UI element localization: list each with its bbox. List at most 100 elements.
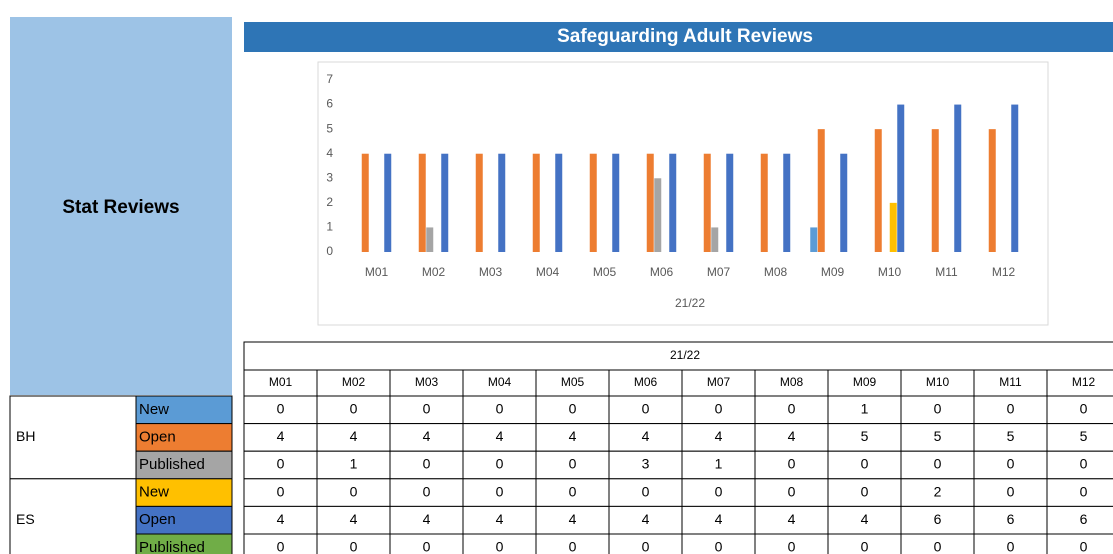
cell-value: 0	[277, 456, 285, 472]
y-tick-label: 6	[326, 97, 333, 111]
bar	[840, 153, 848, 252]
cell-value: 4	[277, 428, 285, 444]
value-cell	[681, 423, 756, 452]
cell-value: 0	[788, 539, 796, 554]
month-header: M04	[488, 375, 512, 389]
value-cell	[973, 450, 1048, 480]
cell-value: 0	[569, 539, 577, 554]
cell-value: 0	[277, 483, 285, 499]
bar	[726, 153, 734, 252]
cell-value: 4	[423, 428, 431, 444]
value-cell	[973, 478, 1048, 507]
value-cell	[316, 395, 391, 425]
x-tick-label: M11	[935, 265, 958, 279]
bar	[954, 104, 962, 252]
cell-value: 5	[861, 428, 869, 444]
cell-value: 5	[1007, 428, 1015, 444]
cell-value: 0	[1080, 483, 1088, 499]
cell-value: 5	[1080, 428, 1088, 444]
bar	[555, 153, 563, 252]
value-cell	[754, 395, 829, 425]
bar	[361, 153, 369, 252]
cell-value: 0	[1007, 456, 1015, 472]
cell-value: 0	[277, 401, 285, 417]
value-cell	[389, 478, 464, 507]
bar	[711, 227, 719, 252]
month-header: M10	[926, 375, 950, 389]
value-cell	[316, 450, 391, 480]
cell-value: 0	[423, 539, 431, 554]
table-period: 21/22	[670, 348, 700, 362]
cell-value: 4	[788, 511, 796, 527]
value-cell	[973, 505, 1048, 535]
cell-value: 4	[423, 511, 431, 527]
header-cell	[608, 369, 683, 397]
cell-value: 4	[715, 511, 723, 527]
month-header: M03	[415, 375, 439, 389]
value-cell	[389, 395, 464, 425]
bar	[532, 153, 540, 252]
y-tick-label: 4	[326, 146, 333, 160]
value-cell	[462, 395, 537, 425]
group-cell	[9, 478, 137, 554]
value-cell	[535, 450, 610, 480]
header-cell	[462, 369, 537, 397]
value-cell	[973, 395, 1048, 425]
month-header: M07	[707, 375, 731, 389]
cell-value: 4	[496, 428, 504, 444]
header-cell	[389, 369, 464, 397]
cell-value: 0	[861, 539, 869, 554]
bar	[931, 129, 939, 252]
row-label-cell	[135, 533, 233, 554]
header-cell	[754, 369, 829, 397]
month-header: M08	[780, 375, 804, 389]
value-cell	[900, 450, 975, 480]
cell-value: 1	[350, 456, 358, 472]
cell-value: 4	[350, 428, 358, 444]
bar	[498, 153, 506, 252]
cell-value: 0	[1080, 401, 1088, 417]
bar	[889, 202, 897, 252]
header-cell	[1046, 369, 1113, 397]
bar	[654, 178, 662, 252]
bar	[418, 153, 426, 252]
cell-value: 0	[1007, 483, 1015, 499]
row-label-cell	[135, 395, 233, 425]
value-cell	[462, 450, 537, 480]
cell-value: 0	[1080, 456, 1088, 472]
cell-value: 4	[861, 511, 869, 527]
cell-value: 6	[1080, 511, 1088, 527]
cell-value: 0	[496, 401, 504, 417]
x-tick-label: M07	[707, 265, 731, 279]
cell-value: 4	[569, 428, 577, 444]
x-tick-label: M09	[821, 265, 845, 279]
y-tick-label: 1	[326, 220, 333, 234]
cell-value: 4	[642, 511, 650, 527]
cell-value: 0	[423, 483, 431, 499]
bar	[475, 153, 483, 252]
y-tick-label: 5	[326, 121, 333, 135]
row-label: Published	[139, 539, 205, 554]
cell-value: 5	[934, 428, 942, 444]
x-tick-label: M06	[650, 265, 674, 279]
row-label: Open	[139, 428, 176, 445]
header-cell	[827, 369, 902, 397]
bar	[703, 153, 711, 252]
y-tick-label: 2	[326, 195, 333, 209]
value-cell	[389, 505, 464, 535]
value-cell	[827, 478, 902, 507]
row-label: Published	[139, 456, 205, 473]
group-label: ES	[16, 511, 35, 527]
bar	[988, 129, 996, 252]
y-tick-label: 3	[326, 170, 333, 184]
cell-value: 0	[715, 401, 723, 417]
bar	[874, 129, 882, 252]
cell-value: 0	[423, 456, 431, 472]
side-panel	[10, 17, 232, 395]
cell-value: 1	[861, 401, 869, 417]
value-cell	[389, 423, 464, 452]
bar	[783, 153, 791, 252]
bar	[817, 129, 825, 252]
cell-value: 4	[788, 428, 796, 444]
value-cell	[1046, 478, 1113, 507]
